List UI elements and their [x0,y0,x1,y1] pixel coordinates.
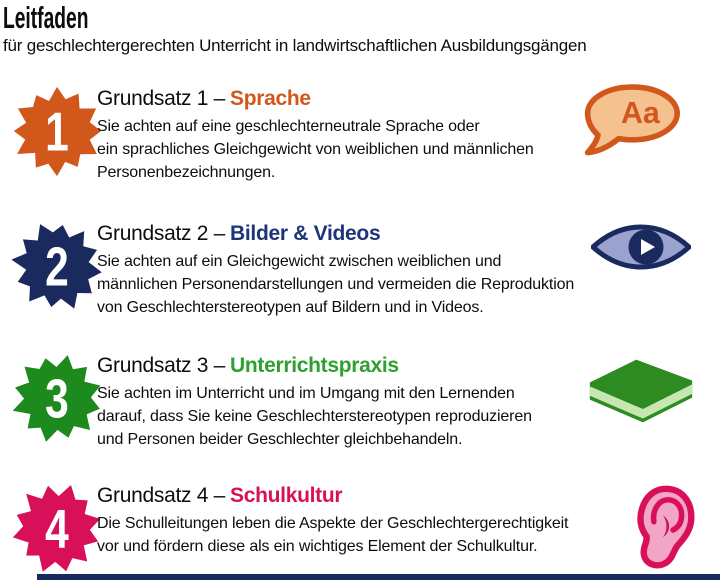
book-cover [589,359,693,406]
section-body: Die Schulleitungen leben die Aspekte der… [97,512,568,558]
section-body: Sie achten auf ein Gleichgewicht zwische… [97,250,574,319]
body-line: darauf, dass Sie keine Geschlechterstere… [97,408,532,425]
starburst-badge-3: 3 [12,355,101,442]
starburst-shape [12,485,101,572]
body-line: vor und fördern diese als ein wichtiges … [97,538,538,555]
body-line: Sie achten auf eine geschlechterneutrale… [97,118,480,135]
ear-icon [637,485,695,569]
page-title: Leitfaden [3,0,89,35]
starburst-shape [12,355,101,442]
section-heading: Grundsatz 3 – Unterrichtspraxis [97,353,532,378]
body-line: ein sprachliches Gleichgewicht von weibl… [97,141,534,158]
starburst-badge-1: 1 [13,86,102,177]
section-body: Sie achten auf eine geschlechterneutrale… [97,115,534,184]
section-heading: Grundsatz 1 – Sprache [97,86,534,111]
heading-prefix: Grundsatz 2 – [97,222,226,245]
footer-bar [37,574,720,580]
starburst-badge-4: 4 [12,485,101,572]
speech-bubble-icon: Aa [584,84,680,156]
body-line: und Personen beider Geschlechter gleichb… [97,431,463,448]
book-icon [589,359,693,423]
body-line: von Geschlechterstereotypen auf Bildern … [97,299,484,316]
heading-topic: Unterrichtspraxis [230,354,399,377]
body-line: Sie achten im Unterricht und im Umgang m… [97,385,515,402]
heading-prefix: Grundsatz 1 – [97,87,226,110]
section-heading: Grundsatz 2 – Bilder & Videos [97,221,574,246]
book-pages [589,384,693,419]
badge-number: 2 [45,238,69,298]
heading-topic: Schulkultur [230,484,343,507]
ear-inner-curve [663,515,670,538]
page-subtitle: für geschlechtergerechten Unterricht in … [3,36,587,55]
badge-number: 4 [45,500,69,560]
body-line: männlichen Personendarstellungen und ver… [97,276,575,293]
body-line: Die Schulleitungen leben die Aspekte der… [97,515,569,532]
heading-topic: Sprache [230,87,311,110]
section-body: Sie achten im Unterricht und im Umgang m… [97,382,532,451]
heading-topic: Bilder & Videos [230,222,381,245]
bubble-shape [584,84,680,156]
heading-prefix: Grundsatz 4 – [97,484,226,507]
heading-prefix: Grundsatz 3 – [97,354,226,377]
starburst-badge-2: 2 [11,224,102,309]
body-line: Personenbezeichnungen. [97,164,276,181]
starburst-shape [13,86,102,177]
bubble-label: Aa [621,96,661,130]
starburst-shape [11,224,102,309]
badge-number: 1 [45,103,69,163]
play-triangle-icon [641,239,655,255]
body-line: Sie achten auf ein Gleichgewicht zwische… [97,253,502,270]
ear-helix [650,497,685,533]
eye-video-icon [591,224,691,270]
section-heading: Grundsatz 4 – Schulkultur [97,483,568,508]
badge-number: 3 [45,370,69,430]
